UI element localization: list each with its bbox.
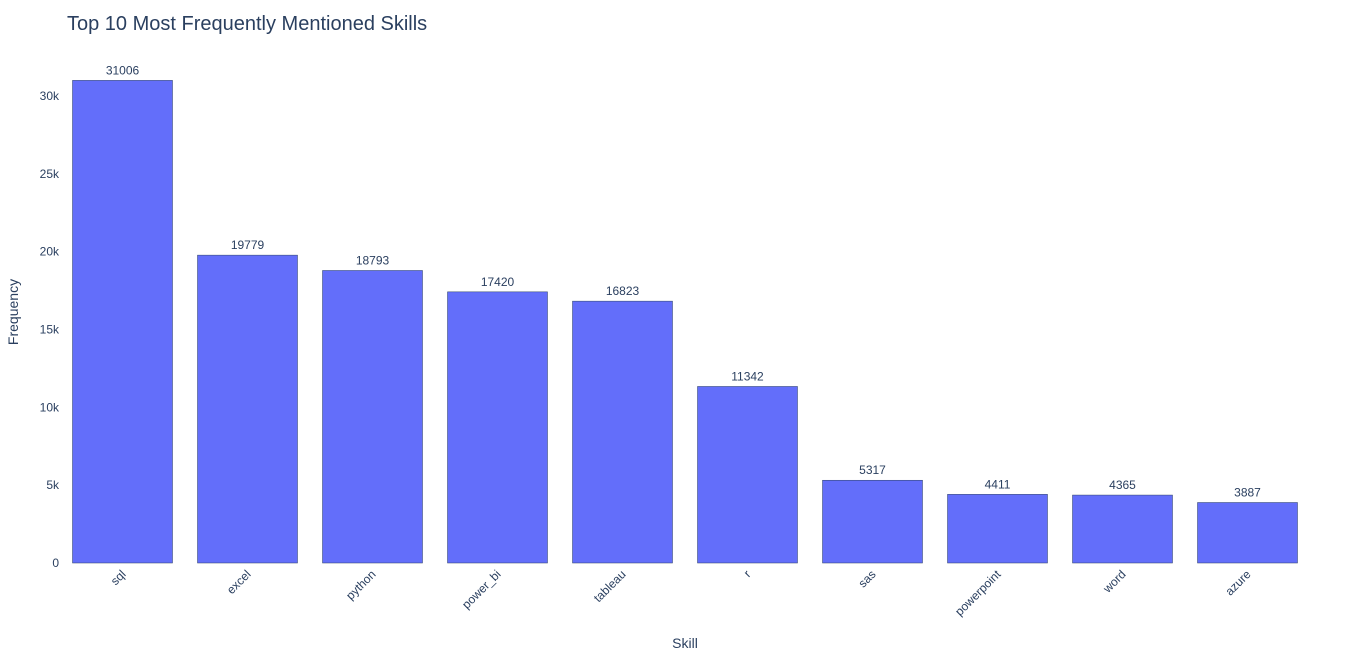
bar-power_bi <box>447 291 548 564</box>
y-tick-label: 5k <box>46 478 60 492</box>
data-label-sql: 31006 <box>106 63 140 77</box>
data-label-tableau: 16823 <box>606 284 640 298</box>
bar-tableau <box>572 300 673 564</box>
y-tick-label: 15k <box>40 323 60 337</box>
y-tick-label: 10k <box>40 400 60 414</box>
data-labels: 31006 19779 18793 17420 16823 11342 5317 4411 43… <box>106 63 1261 499</box>
bar-r <box>697 386 798 564</box>
data-label-python: 18793 <box>356 253 390 267</box>
data-label-word: 4365 <box>1109 478 1136 492</box>
bars <box>72 80 1298 564</box>
x-axis-title: Skill <box>672 635 698 651</box>
x-tick-label-word: word <box>1100 567 1129 596</box>
x-tick-label-python: python <box>343 567 378 602</box>
data-label-r: 11342 <box>731 369 764 383</box>
y-axis: 0 5k 10k 15k 20k 25k 30k <box>40 89 60 570</box>
data-label-sas: 5317 <box>859 463 886 477</box>
x-tick-label-sql: sql <box>108 567 129 588</box>
x-tick-label-excel: excel <box>224 567 254 597</box>
bar-azure <box>1197 502 1298 564</box>
x-tick-label-power_bi: power_bi <box>459 567 503 611</box>
data-label-powerpoint: 4411 <box>985 477 1011 491</box>
x-tick-label-tableau: tableau <box>591 567 629 605</box>
x-tick-label-r: r <box>741 567 754 580</box>
y-tick-label: 30k <box>40 89 60 103</box>
y-tick-label: 20k <box>40 245 60 259</box>
data-label-excel: 19779 <box>231 238 265 252</box>
x-tick-label-azure: azure <box>1222 567 1253 598</box>
x-axis: sql excel python power_bi tableau r sas powerpo… <box>108 567 1254 619</box>
x-tick-label-powerpoint: powerpoint <box>952 567 1004 619</box>
y-tick-label: 25k <box>40 167 60 181</box>
bar-word <box>1072 494 1173 564</box>
x-tick-label-sas: sas <box>856 567 879 590</box>
bar-excel <box>197 254 298 564</box>
data-label-power_bi: 17420 <box>481 275 515 289</box>
data-label-azure: 3887 <box>1234 485 1261 499</box>
y-axis-title: Frequency <box>5 279 21 345</box>
bar-python <box>322 270 423 564</box>
bar-sql <box>72 80 173 564</box>
bar-powerpoint <box>947 494 1048 564</box>
chart-title: Top 10 Most Frequently Mentioned Skills <box>67 13 427 35</box>
y-tick-label: 0 <box>52 556 59 570</box>
bar-sas <box>822 479 923 564</box>
